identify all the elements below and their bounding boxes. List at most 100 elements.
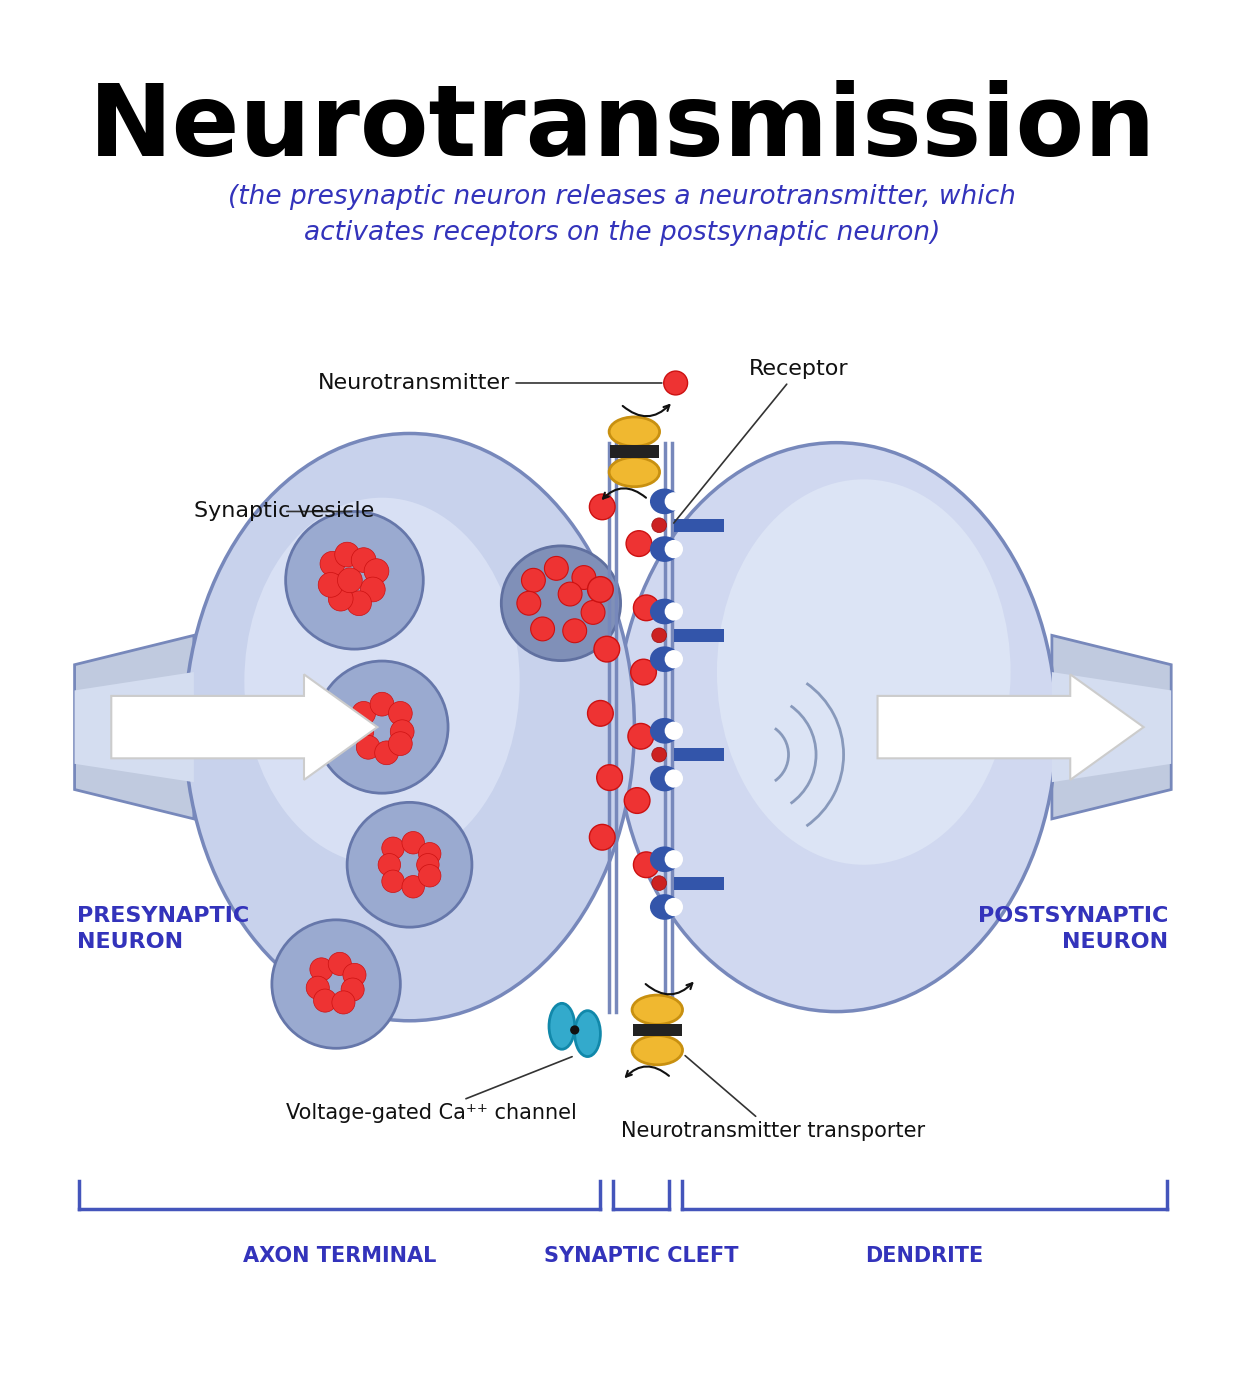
Circle shape [634, 595, 659, 621]
Ellipse shape [609, 417, 660, 446]
Circle shape [306, 976, 330, 999]
Circle shape [596, 765, 622, 791]
Ellipse shape [650, 646, 680, 671]
Circle shape [418, 842, 441, 865]
Text: DENDRITE: DENDRITE [865, 1245, 984, 1266]
Circle shape [652, 628, 666, 642]
Ellipse shape [244, 498, 519, 865]
Circle shape [319, 573, 342, 598]
Text: Neurotransmitter: Neurotransmitter [319, 373, 662, 393]
Ellipse shape [665, 851, 684, 869]
Text: (the presynaptic neuron releases a neurotransmitter, which
activates receptors o: (the presynaptic neuron releases a neuro… [229, 183, 1016, 246]
Circle shape [341, 979, 365, 1001]
Circle shape [652, 518, 666, 532]
Circle shape [316, 662, 448, 794]
Circle shape [388, 731, 412, 756]
Ellipse shape [665, 721, 684, 739]
Ellipse shape [575, 1011, 600, 1056]
Circle shape [364, 559, 388, 584]
Polygon shape [75, 671, 194, 783]
Circle shape [402, 876, 425, 898]
Ellipse shape [632, 995, 682, 1024]
Circle shape [624, 788, 650, 813]
Circle shape [388, 702, 412, 726]
Ellipse shape [650, 719, 680, 744]
Ellipse shape [650, 599, 680, 624]
Circle shape [361, 577, 385, 602]
Text: AXON TERMINAL: AXON TERMINAL [243, 1245, 437, 1266]
Circle shape [382, 837, 405, 859]
Circle shape [356, 735, 380, 759]
Circle shape [631, 659, 656, 685]
Ellipse shape [650, 766, 680, 791]
Circle shape [390, 720, 415, 744]
Text: SYNAPTIC CLEFT: SYNAPTIC CLEFT [544, 1245, 738, 1266]
Text: Synaptic vesicle: Synaptic vesicle [194, 502, 375, 521]
Circle shape [329, 952, 351, 976]
Text: Neurotransmitter transporter: Neurotransmitter transporter [620, 1055, 925, 1141]
FancyArrow shape [878, 674, 1144, 780]
Circle shape [320, 552, 345, 577]
Ellipse shape [665, 492, 684, 510]
Polygon shape [1052, 671, 1172, 783]
Circle shape [530, 617, 554, 641]
Circle shape [332, 991, 355, 1013]
Ellipse shape [650, 847, 680, 872]
Text: Neurotransmission: Neurotransmission [88, 81, 1157, 178]
Circle shape [370, 692, 393, 716]
Circle shape [378, 853, 401, 876]
Ellipse shape [616, 442, 1057, 1012]
Circle shape [337, 569, 362, 592]
Circle shape [351, 548, 376, 573]
Text: POSTSYNAPTIC
NEURON: POSTSYNAPTIC NEURON [979, 906, 1169, 952]
Circle shape [350, 720, 374, 744]
Ellipse shape [665, 769, 684, 788]
Circle shape [626, 531, 652, 556]
Circle shape [352, 702, 376, 726]
Ellipse shape [184, 434, 635, 1020]
Circle shape [563, 619, 586, 642]
Circle shape [382, 870, 405, 892]
Circle shape [346, 591, 371, 616]
Ellipse shape [650, 488, 680, 514]
Circle shape [589, 493, 615, 520]
Ellipse shape [665, 602, 684, 621]
Circle shape [570, 1026, 579, 1034]
Ellipse shape [650, 894, 680, 920]
Circle shape [652, 748, 666, 762]
Ellipse shape [665, 539, 684, 559]
Circle shape [558, 582, 583, 606]
Ellipse shape [549, 1004, 575, 1049]
Circle shape [418, 865, 441, 887]
Circle shape [588, 577, 614, 602]
Ellipse shape [632, 1036, 682, 1065]
Circle shape [634, 852, 659, 877]
Text: PRESYNAPTIC
NEURON: PRESYNAPTIC NEURON [77, 906, 249, 952]
Circle shape [589, 824, 615, 851]
Circle shape [594, 637, 620, 662]
Bar [674, 748, 725, 762]
Circle shape [522, 569, 545, 592]
Ellipse shape [665, 651, 684, 669]
Text: Impulse: Impulse [179, 714, 291, 739]
Bar [610, 445, 659, 459]
Text: Voltage-gated Ca⁺⁺ channel: Voltage-gated Ca⁺⁺ channel [285, 1056, 576, 1123]
Circle shape [402, 831, 425, 853]
Ellipse shape [609, 457, 660, 486]
Bar [674, 877, 725, 890]
Circle shape [285, 512, 423, 649]
Bar [674, 518, 725, 531]
Circle shape [417, 853, 439, 876]
Text: Impulse: Impulse [950, 714, 1062, 739]
Ellipse shape [502, 546, 620, 660]
Circle shape [375, 741, 398, 764]
Text: Receptor: Receptor [674, 359, 849, 523]
Polygon shape [1052, 635, 1172, 819]
Ellipse shape [717, 480, 1011, 865]
Circle shape [627, 723, 654, 749]
Circle shape [571, 566, 596, 589]
Circle shape [335, 542, 360, 567]
Circle shape [588, 701, 614, 726]
Polygon shape [75, 635, 194, 819]
Circle shape [581, 600, 605, 624]
